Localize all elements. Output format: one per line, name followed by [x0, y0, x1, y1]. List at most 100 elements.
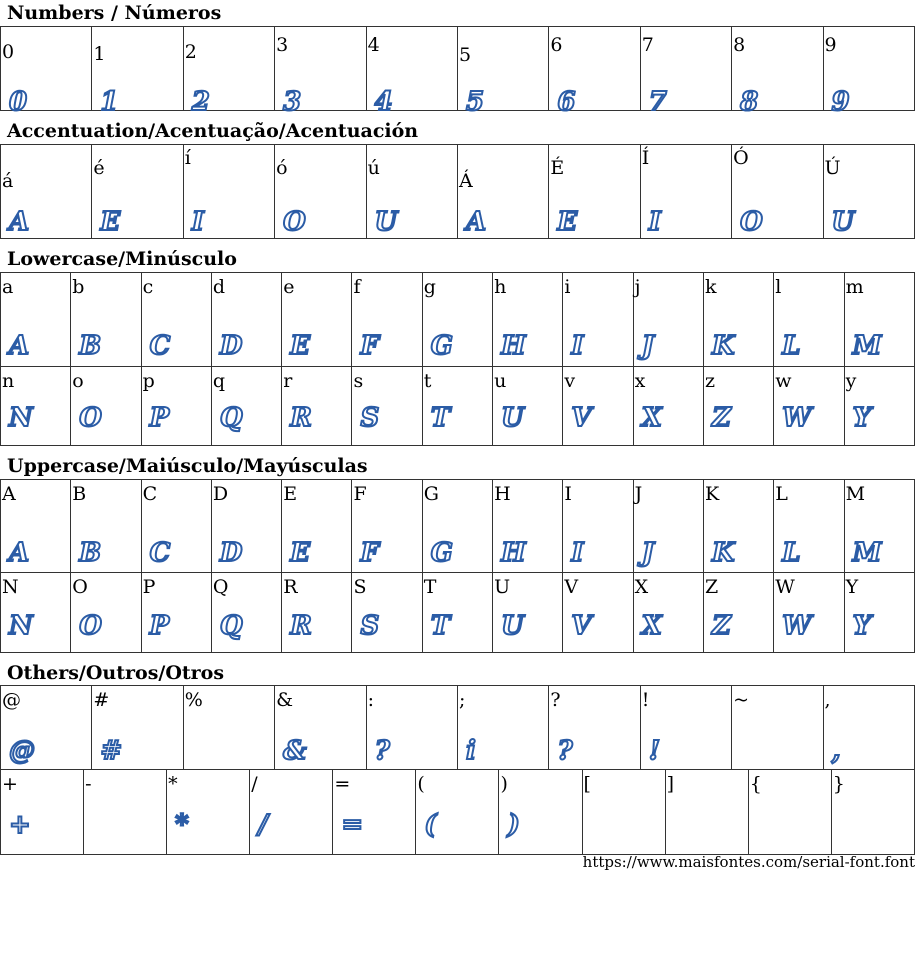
font-glyph-sample: D: [219, 330, 243, 362]
glyph-cell: ??: [548, 685, 641, 770]
font-glyph-sample: H: [500, 537, 527, 569]
character-label: ?: [550, 689, 561, 711]
character-label: n: [2, 370, 15, 392]
character-label: s: [353, 370, 364, 392]
font-glyph-sample: C: [149, 330, 172, 362]
character-label: á: [2, 170, 14, 192]
character-label: G: [423, 483, 439, 505]
character-label: M: [845, 483, 866, 505]
font-glyph-sample: 5: [465, 86, 485, 118]
character-label: 3: [276, 34, 289, 56]
glyph-cell: ]: [664, 769, 749, 855]
character-label: N: [2, 576, 19, 598]
font-glyph-sample: S: [359, 402, 380, 434]
font-glyph-sample: E: [556, 206, 578, 238]
font-glyph-sample: I: [570, 330, 584, 362]
character-label: k: [704, 276, 717, 298]
font-glyph-sample: (: [423, 809, 437, 841]
character-label: i: [564, 276, 571, 298]
font-glyph-sample: ?: [556, 735, 573, 767]
font-glyph-sample: 9: [831, 86, 851, 118]
font-glyph-sample: 0: [8, 86, 28, 118]
font-glyph-sample: A: [8, 537, 30, 569]
character-label: w: [775, 370, 792, 392]
font-glyph-sample: C: [149, 537, 172, 569]
character-label: ,: [824, 689, 831, 711]
character-label: =: [334, 773, 351, 795]
font-glyph-sample: O: [739, 206, 764, 238]
character-label: 0: [2, 41, 15, 63]
font-glyph-sample: V: [570, 610, 592, 642]
character-label: x: [634, 370, 646, 392]
font-glyph-sample: X: [641, 402, 663, 434]
character-label: O: [72, 576, 88, 598]
font-glyph-sample: L: [781, 330, 801, 362]
character-label: ó: [276, 157, 288, 179]
font-glyph-sample: A: [465, 206, 487, 238]
font-glyph-sample: I: [191, 206, 205, 238]
character-label: 6: [550, 34, 563, 56]
font-glyph-sample: M: [852, 537, 883, 569]
character-label: [: [583, 773, 591, 795]
font-glyph-sample: Q: [219, 402, 244, 434]
character-label: {: [749, 773, 762, 795]
section-title: Others/Outros/Otros: [7, 662, 225, 684]
character-label: Q: [212, 576, 229, 598]
font-glyph-sample: &: [282, 735, 308, 767]
character-label: L: [775, 483, 788, 505]
character-label: S: [353, 576, 367, 598]
font-glyph-sample: 7: [648, 86, 668, 118]
glyph-cell: !!: [639, 685, 733, 770]
font-glyph-sample: J: [641, 330, 655, 362]
glyph-row: + + - * * / / = =(())[]{}: [0, 769, 916, 855]
section-title: Accentuation/Acentuação/Acentuación: [7, 120, 419, 142]
character-label: u: [494, 370, 507, 392]
font-glyph-sample: P: [149, 610, 170, 642]
character-label: Ú: [824, 157, 841, 179]
character-label: +: [2, 773, 18, 795]
font-glyph-sample: O: [78, 402, 103, 434]
character-label: H: [494, 483, 511, 505]
character-label: I: [564, 483, 572, 505]
glyph-cell: + +: [0, 769, 85, 855]
character-label: h: [494, 276, 507, 298]
character-label: }: [832, 773, 845, 795]
glyph-cell: [: [581, 769, 666, 855]
character-label: !: [641, 689, 650, 711]
font-glyph-sample: Z: [711, 610, 732, 642]
font-glyph-sample: G: [430, 537, 454, 569]
character-label: q: [212, 370, 226, 392]
font-glyph-sample: 8: [739, 86, 759, 118]
